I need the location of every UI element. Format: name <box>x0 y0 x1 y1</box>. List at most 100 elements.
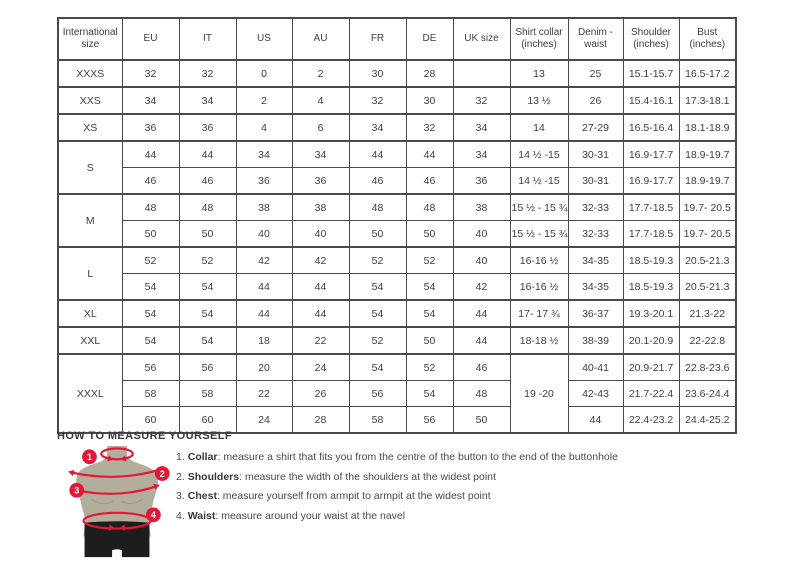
step-number: 3. <box>176 490 185 502</box>
table-cell: 40 <box>235 220 293 248</box>
table-cell: 42 <box>235 246 293 274</box>
international-size-cell: XS <box>57 113 123 142</box>
table-cell: 54 <box>121 273 180 301</box>
table-cell: 18.1-18.9 <box>678 113 737 142</box>
table-cell: 18.9-19.7 <box>678 167 737 195</box>
table-cell: 38 <box>235 193 293 221</box>
collar-marker-circle <box>82 449 97 465</box>
table-cell: 44 <box>121 140 180 168</box>
table-cell: 46 <box>405 167 454 195</box>
column-header: US <box>235 17 293 61</box>
table-cell: 52 <box>178 246 237 274</box>
table-cell: 60 <box>121 406 180 434</box>
table-cell: 20.9-21.7 <box>622 353 680 381</box>
table-cell: 32 <box>121 59 180 88</box>
column-header: Denim - waist <box>567 17 624 61</box>
step-text: : measure a shirt that fits you from the… <box>217 451 618 463</box>
table-cell: 36 <box>178 113 237 142</box>
table-cell: 19.7- 20.5 <box>678 193 737 221</box>
international-size-cell: XL <box>57 299 123 328</box>
table-cell: 32 <box>178 59 237 88</box>
table-cell: 54 <box>405 380 454 407</box>
table-cell: 32-33 <box>567 193 624 221</box>
table-cell: 15.4-16.1 <box>622 86 680 115</box>
table-cell: 22 <box>291 326 350 355</box>
table-cell: 44 <box>235 273 293 301</box>
table-cell: 40 <box>291 220 350 248</box>
table-cell: 36 <box>235 167 293 195</box>
measure-step: 2. Shoulders: measure the width of the sh… <box>176 468 618 488</box>
step-text: : measure the width of the shoulders at … <box>239 470 496 483</box>
size-chart-table: International size EU IT US AU FR DE UK size Shi… <box>57 17 737 434</box>
table-cell: 50 <box>405 220 454 248</box>
table-cell: 44 <box>291 299 350 328</box>
table-cell: 54 <box>348 299 407 328</box>
table-cell: 34-35 <box>567 273 624 301</box>
table-cell: 14 ½ -15 <box>509 167 569 195</box>
waist-marker-circle <box>146 507 161 523</box>
step-label: Waist <box>187 509 216 522</box>
measurement-lines <box>70 447 162 530</box>
table-cell: 16.5-16.4 <box>622 113 680 142</box>
table-cell: 22.4-23.2 <box>622 406 680 434</box>
table-cell: 50 <box>178 220 237 248</box>
table-cell: 46 <box>121 167 180 195</box>
table-cell: 32-33 <box>567 220 624 248</box>
table-cell: 26 <box>291 380 350 407</box>
header-row: International size EU IT US AU FR DE UK size Shi… <box>57 17 737 61</box>
measure-instructions: 1. Collar: measure a shirt that fits you … <box>176 448 618 526</box>
column-header: AU <box>291 17 350 61</box>
table-cell: 50 <box>405 326 454 355</box>
table-cell: 48 <box>452 380 511 407</box>
table-cell: 54 <box>121 299 180 328</box>
table-cell: 16.5-17.2 <box>678 59 737 88</box>
table-cell: 19.7- 20.5 <box>678 220 737 248</box>
table-cell: 52 <box>405 246 454 274</box>
table-cell: 14 <box>509 113 569 142</box>
table-cell: 54 <box>405 273 454 301</box>
table-cell: 36 <box>452 167 511 195</box>
table-cell: 36 <box>291 167 350 195</box>
table-cell: 2 <box>291 59 350 88</box>
table-cell: 13 ½ <box>509 86 569 115</box>
table-cell: 22.8-23.6 <box>678 353 737 381</box>
table-cell: 54 <box>348 353 407 381</box>
column-header: Shirt collar (inches) <box>509 17 569 61</box>
table-cell: 30 <box>348 59 407 88</box>
table-row: S 44 44 34 34 44 44 34 14 ½ -15 30-31 16.9-17.7 18.… <box>57 140 737 195</box>
table-cell: 30-31 <box>567 140 624 168</box>
table-cell: 48 <box>405 193 454 221</box>
table-cell: 34 <box>121 86 180 115</box>
table-cell: 22 <box>235 380 293 407</box>
table-cell: 50 <box>452 406 511 434</box>
table-row: 54 54 44 44 54 54 42 16-16 ½ 34-35 18.5-19.3 20.5-… <box>58 273 737 301</box>
table-cell: 30 <box>405 86 454 115</box>
table-cell: 6 <box>291 113 350 142</box>
table-cell: 24.4-25.2 <box>678 406 737 434</box>
measure-step: 1. Collar: measure a shirt that fits you … <box>176 448 618 468</box>
table-row: XXL 54 54 18 22 52 50 44 18-18 ½ 38-39 20.1-20.9 22… <box>57 326 737 355</box>
table-cell: 15.1-15.7 <box>622 59 680 88</box>
table-cell <box>452 59 511 88</box>
table-cell: 32 <box>405 113 454 142</box>
mannequin-shorts <box>84 521 150 558</box>
table-cell: 34 <box>348 113 407 142</box>
chest-measure-line <box>75 485 158 495</box>
table-cell: 44 <box>178 140 237 168</box>
table-row: 50 50 40 40 50 50 40 15 ½ - 15 ¾ 32-33 17.7-18.5 1… <box>58 220 737 248</box>
table-row: XL 54 54 44 44 54 54 44 17- 17 ¾ 36-37 19.3-20.1 21… <box>57 299 737 328</box>
table-cell: 44 <box>567 406 624 434</box>
table-cell: 54 <box>405 299 454 328</box>
table-cell: 48 <box>121 193 180 221</box>
table-cell: 56 <box>348 380 407 407</box>
table-cell: 23.6-24.4 <box>678 380 737 407</box>
step-label: Collar <box>187 451 218 463</box>
table-cell: 17- 17 ¾ <box>509 299 569 328</box>
table-cell: 15 ½ - 15 ¾ <box>509 193 569 221</box>
table-row: XXXS 32 32 0 2 30 28 13 25 15.1-15.7 16.5-17.2 <box>57 59 737 88</box>
table-cell: 34 <box>178 86 237 115</box>
table-cell: 48 <box>348 193 407 221</box>
step-label: Chest <box>187 490 217 502</box>
table-cell: 34 <box>452 140 511 168</box>
